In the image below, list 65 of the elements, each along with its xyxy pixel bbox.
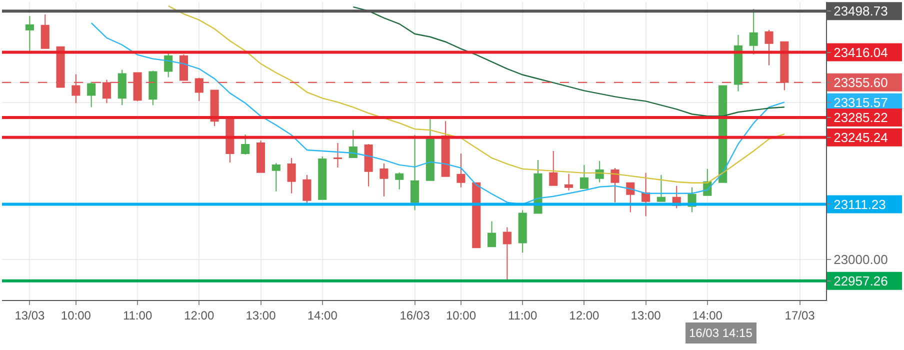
y-tick-label: 23498.73 <box>834 4 888 19</box>
x-tick-label: 13:00 <box>630 308 662 322</box>
x-tick-label: 11:00 <box>122 308 152 322</box>
x-tick-label: 10:00 <box>60 308 92 322</box>
candlestick <box>241 134 250 155</box>
candlestick <box>333 142 342 168</box>
x-tick-label: 16/03 <box>400 308 430 322</box>
y-tick-label: 23111.23 <box>834 196 886 212</box>
y-tick-label: 23245.24 <box>834 130 888 145</box>
line-series <box>90 22 786 205</box>
candlestick <box>40 14 50 49</box>
candlestick <box>210 90 219 127</box>
candlestick <box>380 162 388 197</box>
candlestick <box>148 70 158 106</box>
candlestick <box>764 29 774 66</box>
candlestick <box>580 164 588 189</box>
x-tick-label: 14:00 <box>692 308 723 322</box>
y-tick-label: 23315.57 <box>834 94 888 110</box>
candlestick <box>348 130 358 158</box>
candlestick <box>87 81 96 108</box>
candlestick <box>441 120 450 177</box>
x-tick-label: 13/03 <box>14 308 46 322</box>
candlestick <box>734 34 742 92</box>
y-tick-label: 22957.26 <box>834 273 888 288</box>
x-tick-label: 13:00 <box>246 308 276 322</box>
candlestick <box>534 159 542 214</box>
candlestick <box>364 144 373 187</box>
y-tick-label: 23285.22 <box>834 110 888 126</box>
candlestick <box>226 118 234 163</box>
text: 16/03 14:15 <box>689 326 753 340</box>
candlestick <box>518 210 527 254</box>
candlestick <box>456 152 466 188</box>
x-tick-label: 12:00 <box>569 308 600 322</box>
x-tick-label: 14:00 <box>307 308 338 322</box>
candlestick <box>302 174 312 204</box>
candlestick <box>426 118 434 181</box>
candlestick <box>318 156 327 200</box>
candlestick <box>549 150 558 186</box>
candlestick <box>410 134 420 211</box>
candlestick <box>656 174 666 202</box>
x-tick-label: 12:00 <box>184 308 214 322</box>
candlestick <box>564 173 574 191</box>
line-series <box>352 6 786 117</box>
line-series <box>168 5 786 184</box>
candlestick <box>272 162 280 192</box>
candlestick <box>626 182 635 213</box>
candlestick <box>472 182 481 248</box>
x-tick-label: 17/03 <box>784 308 816 322</box>
candlestick <box>287 157 296 194</box>
candlestick <box>642 172 650 217</box>
candlestick <box>502 226 512 281</box>
y-tick-label: 23355.60 <box>834 74 888 90</box>
candlestick <box>749 8 758 55</box>
candlestick <box>164 52 173 78</box>
candlestick <box>256 140 266 173</box>
candlestick <box>25 15 34 52</box>
x-tick-label: 10:00 <box>446 308 476 322</box>
x-tick-label: 11:00 <box>508 308 538 322</box>
candlestick <box>395 172 404 190</box>
y-tick-label: 23000.00 <box>834 252 888 268</box>
candlestick <box>610 167 620 203</box>
candlestick <box>118 69 126 106</box>
candlestick <box>488 220 496 248</box>
y-tick-label: 23416.04 <box>834 44 888 60</box>
candlestick <box>595 160 604 183</box>
